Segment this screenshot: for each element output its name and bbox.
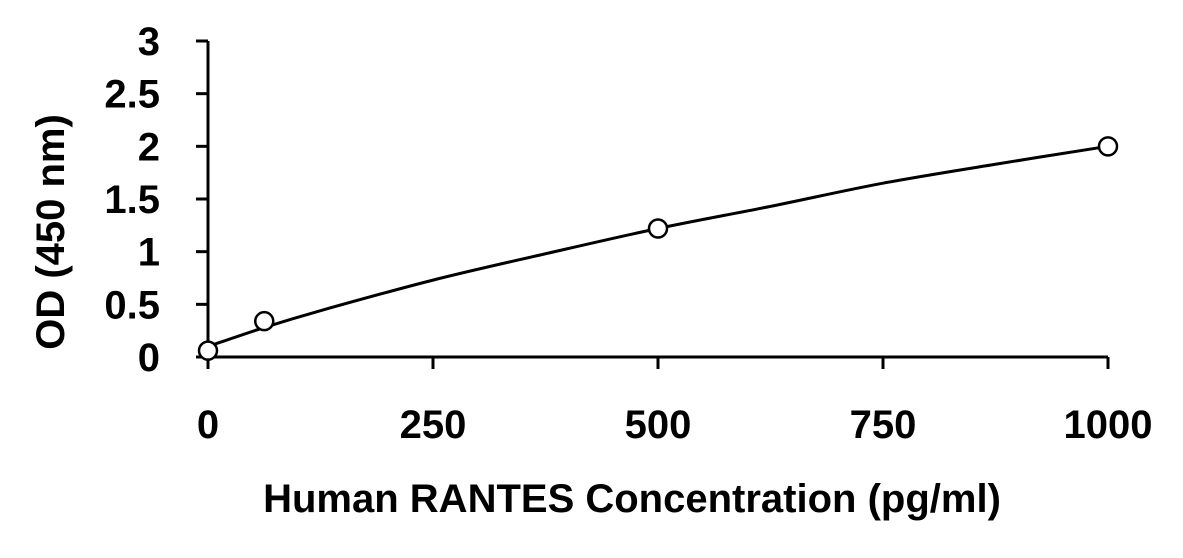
data-point	[647, 218, 669, 239]
data-point	[1097, 136, 1119, 157]
y-tick-label: 1.5	[104, 178, 160, 222]
y-ticks: 0 0.5 1 1.5 2 2.5 3	[104, 20, 208, 380]
x-axis-title: Human RANTES Concentration (pg/ml)	[263, 477, 1001, 521]
x-ticks: 0 250 500 750 1000	[197, 357, 1153, 447]
x-tick-label: 1000	[1064, 403, 1153, 447]
y-tick-label: 2.5	[104, 73, 160, 117]
y-axis-title: OD (450 nm)	[29, 114, 73, 350]
y-tick-label: 0	[138, 336, 160, 380]
y-tick-label: 3	[138, 20, 160, 64]
x-tick-label: 250	[400, 403, 467, 447]
x-tick-label: 0	[197, 403, 219, 447]
x-tick-label: 500	[625, 403, 692, 447]
y-tick-label: 2	[138, 125, 160, 169]
data-point	[197, 340, 219, 361]
fit-curve	[207, 144, 1109, 348]
y-tick-label: 1	[138, 231, 160, 275]
axes	[206, 41, 1108, 359]
x-tick-label: 750	[850, 403, 917, 447]
data-point	[254, 310, 275, 332]
data-points	[197, 136, 1119, 361]
y-tick-label: 0.5	[104, 283, 160, 327]
